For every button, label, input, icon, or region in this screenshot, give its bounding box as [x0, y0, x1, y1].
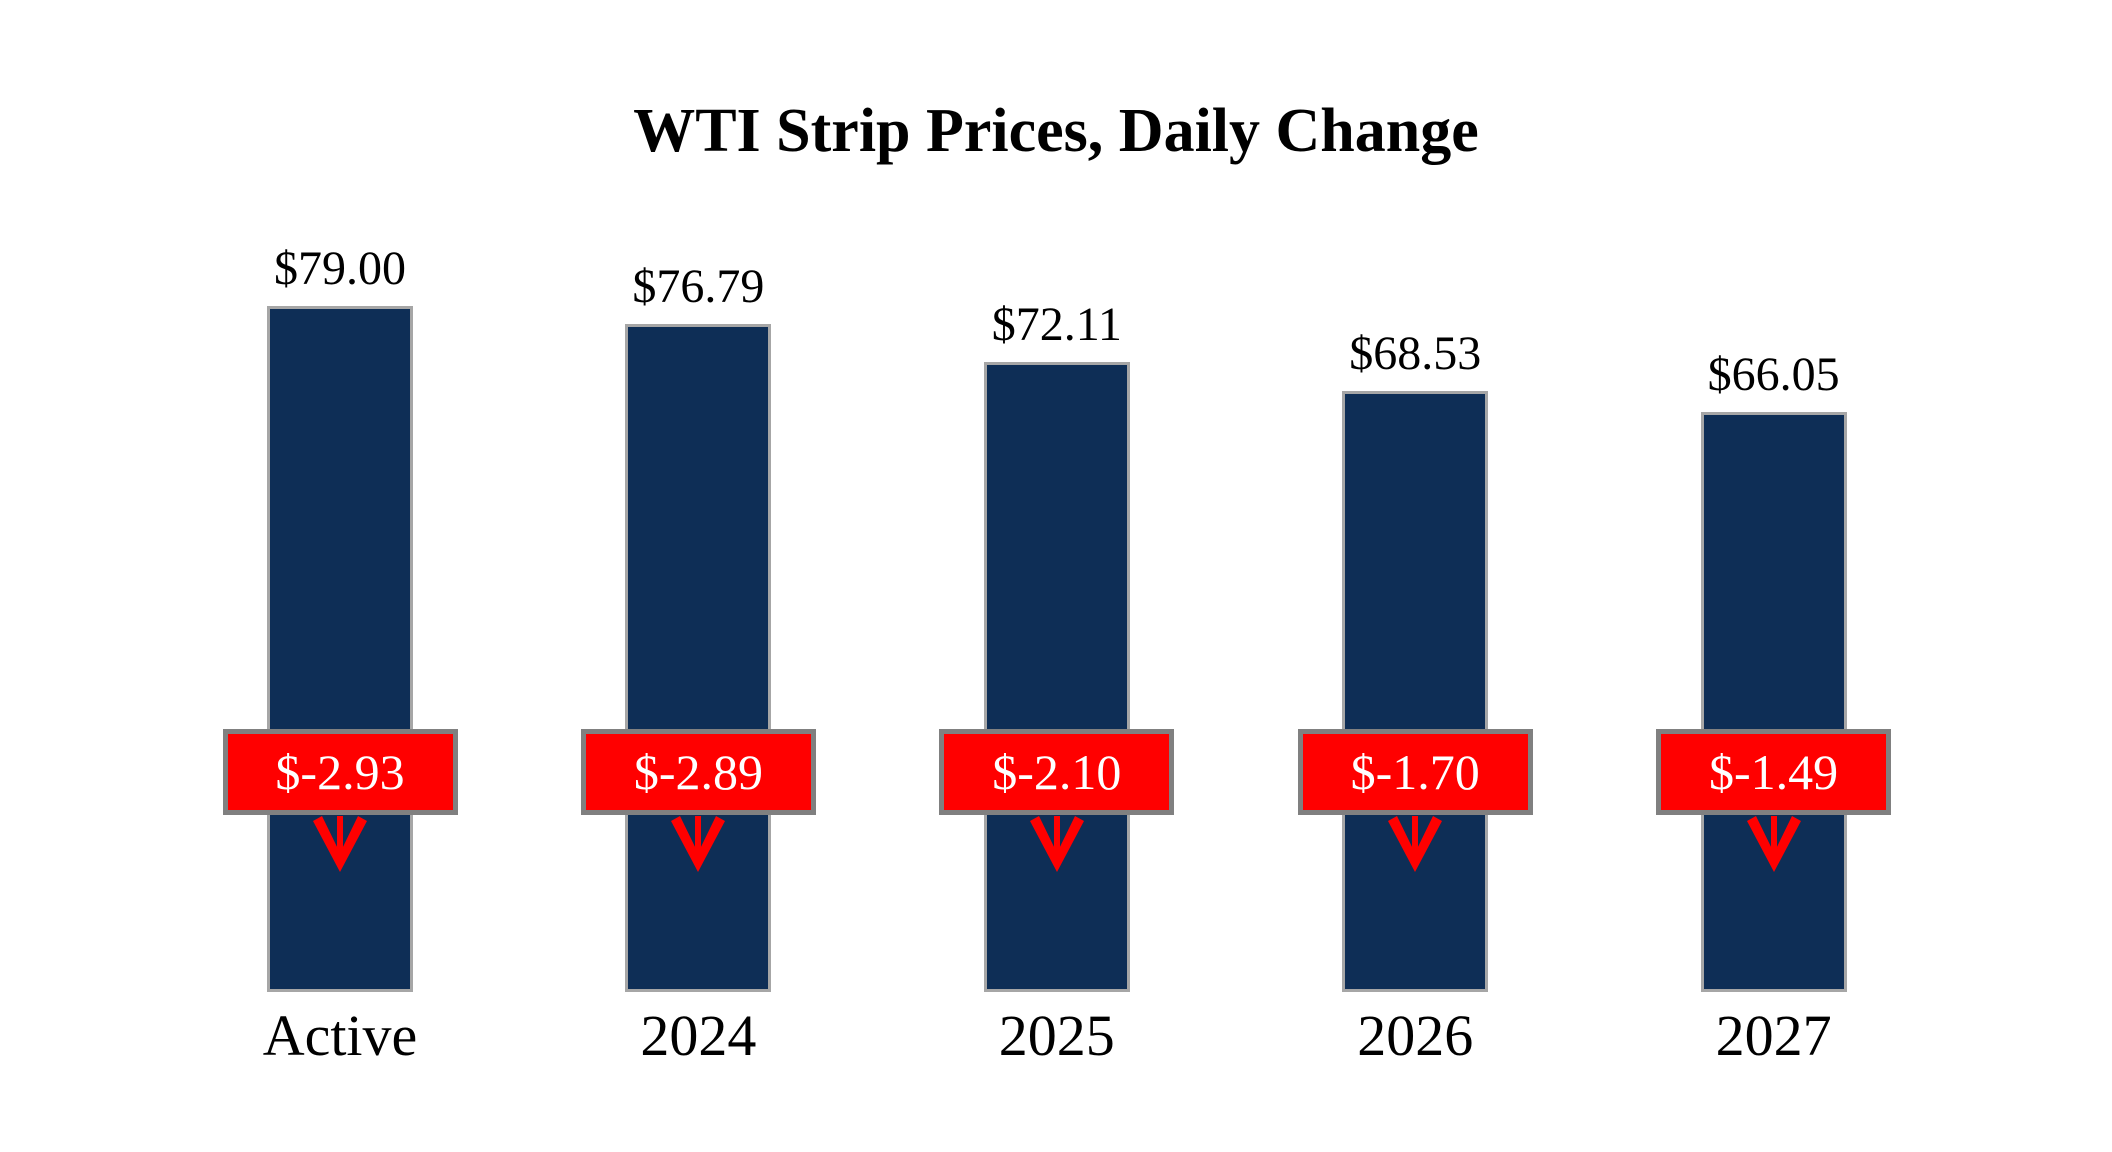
bar	[983, 362, 1130, 992]
bar-value-label: $79.00	[274, 242, 406, 295]
down-arrow-icon	[1746, 816, 1801, 872]
change-badge: $-2.93	[222, 729, 458, 815]
bar	[1342, 391, 1489, 992]
category-label: 2026	[1357, 1003, 1474, 1068]
category-label: 2027	[1715, 1003, 1832, 1068]
change-badge: $-1.49	[1656, 729, 1892, 815]
bar-value-label: $66.05	[1707, 348, 1840, 401]
change-badge: $-2.89	[580, 729, 816, 815]
chart-title: WTI Strip Prices, Daily Change	[633, 97, 1479, 165]
change-badge: $-2.10	[939, 729, 1175, 815]
category-label: 2025	[998, 1003, 1115, 1068]
bar	[1700, 412, 1847, 992]
down-arrow-icon	[1388, 816, 1443, 872]
bar-value-label: $72.11	[991, 298, 1122, 351]
bar	[625, 324, 772, 992]
down-arrow-icon	[1029, 816, 1084, 872]
bar	[267, 306, 413, 992]
bar-value-label: $76.79	[632, 260, 765, 313]
down-arrow-icon	[671, 816, 726, 872]
category-label: Active	[262, 1003, 418, 1068]
bar-value-label: $68.53	[1349, 327, 1482, 380]
category-label: 2024	[640, 1003, 757, 1068]
change-badge: $-1.70	[1297, 729, 1533, 815]
down-arrow-icon	[313, 816, 367, 872]
